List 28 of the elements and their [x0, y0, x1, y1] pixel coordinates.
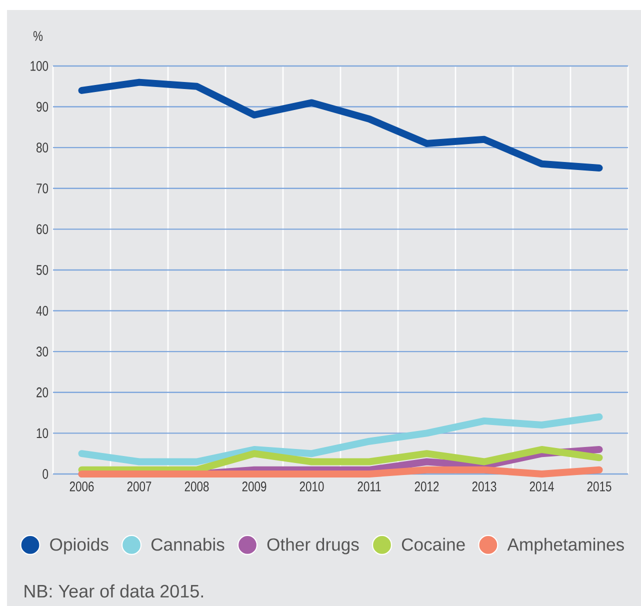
x-tick-label: 2015 [587, 482, 612, 492]
x-tick-label: 2014 [530, 482, 554, 492]
legend-label: Cocaine [402, 538, 465, 551]
x-tick-label: 2013 [472, 482, 496, 492]
x-tick-label: 2009 [242, 482, 266, 492]
x-tick-label: 2011 [358, 482, 381, 492]
y-tick-label: 10 [36, 428, 48, 438]
x-tick-label: 2007 [127, 482, 152, 492]
x-tick-label: 2006 [70, 482, 94, 492]
y-tick-label: 100 [30, 61, 48, 71]
y-tick-label: 0 [42, 469, 48, 479]
y-tick-label: 50 [36, 265, 48, 275]
y-tick-label: 60 [36, 224, 48, 234]
y-tick-label: 80 [36, 142, 48, 153]
text: NB: Year of data 2015. [24, 584, 203, 598]
y-tick-label: 70 [36, 183, 48, 194]
y-tick-label: 20 [36, 387, 48, 398]
legend-label: Other drugs [267, 538, 359, 554]
x-tick-label: 2012 [414, 482, 439, 492]
y-tick-label: 40 [36, 306, 48, 316]
x-tick-label: 2008 [184, 482, 209, 492]
legend-label: Opioids [50, 538, 108, 554]
y-tick-label: 30 [36, 346, 48, 357]
y-tick-label: 90 [36, 102, 48, 112]
legend-label: Amphetamines [507, 538, 624, 554]
y-axis-title: % [33, 31, 43, 41]
legend-label: Cannabis [151, 538, 224, 551]
x-tick-label: 2010 [300, 482, 324, 492]
